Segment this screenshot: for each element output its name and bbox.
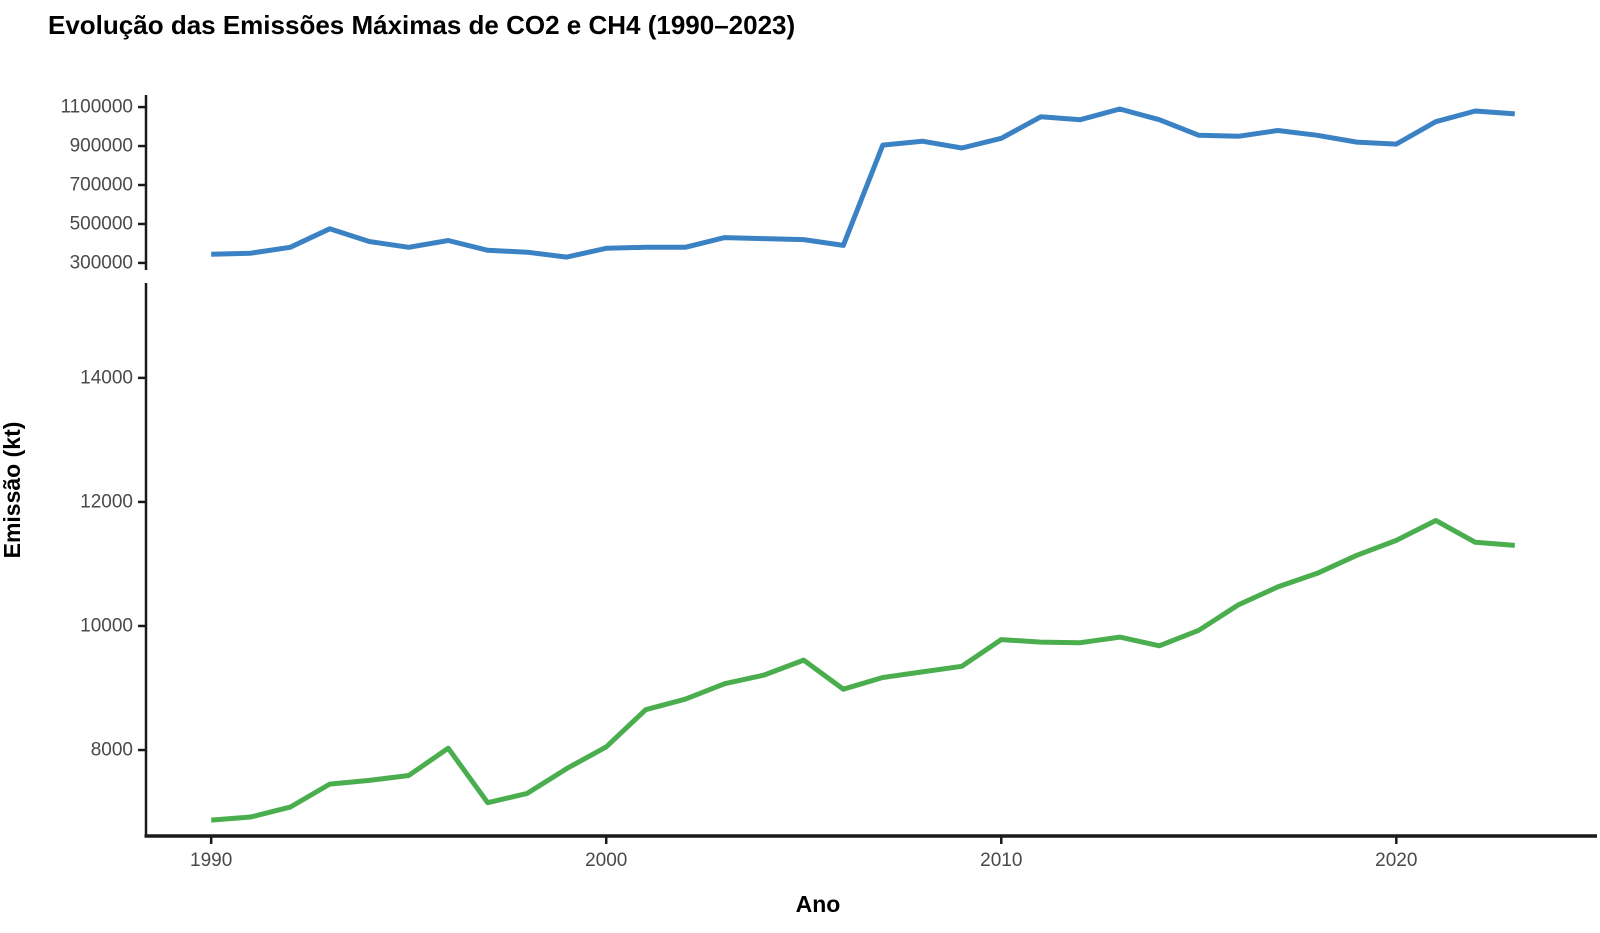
ch4-y-tick-label: 14000 xyxy=(80,367,133,388)
x-tick-label: 2000 xyxy=(585,850,627,871)
x-tick-label: 1990 xyxy=(190,850,232,871)
x-tick-label: 2010 xyxy=(980,850,1022,871)
co2-y-tick-label: 300000 xyxy=(70,252,133,273)
co2-line-series xyxy=(211,106,1515,260)
x-axis-label: Ano xyxy=(796,891,841,917)
ch4-line-series xyxy=(211,518,1515,823)
ch4-y-tick-label: 12000 xyxy=(80,491,133,512)
co2-y-tick-label: 700000 xyxy=(70,175,133,196)
x-tick-label: 2020 xyxy=(1375,850,1417,871)
plot-area: 300000 500000 700000 900000 1100000 8000 10000… xyxy=(60,95,1597,871)
co2-y-tick-label: 900000 xyxy=(70,136,133,157)
chart-title: Evolução das Emissões Máximas de CO2 e C… xyxy=(48,10,795,40)
co2-y-tick-label: 500000 xyxy=(70,213,133,234)
ch4-y-tick-label: 8000 xyxy=(91,740,133,761)
ch4-y-tick-label: 10000 xyxy=(80,615,133,636)
co2-y-tick-label: 1100000 xyxy=(60,97,133,118)
y-axis-label: Emissão (kt) xyxy=(0,422,25,559)
